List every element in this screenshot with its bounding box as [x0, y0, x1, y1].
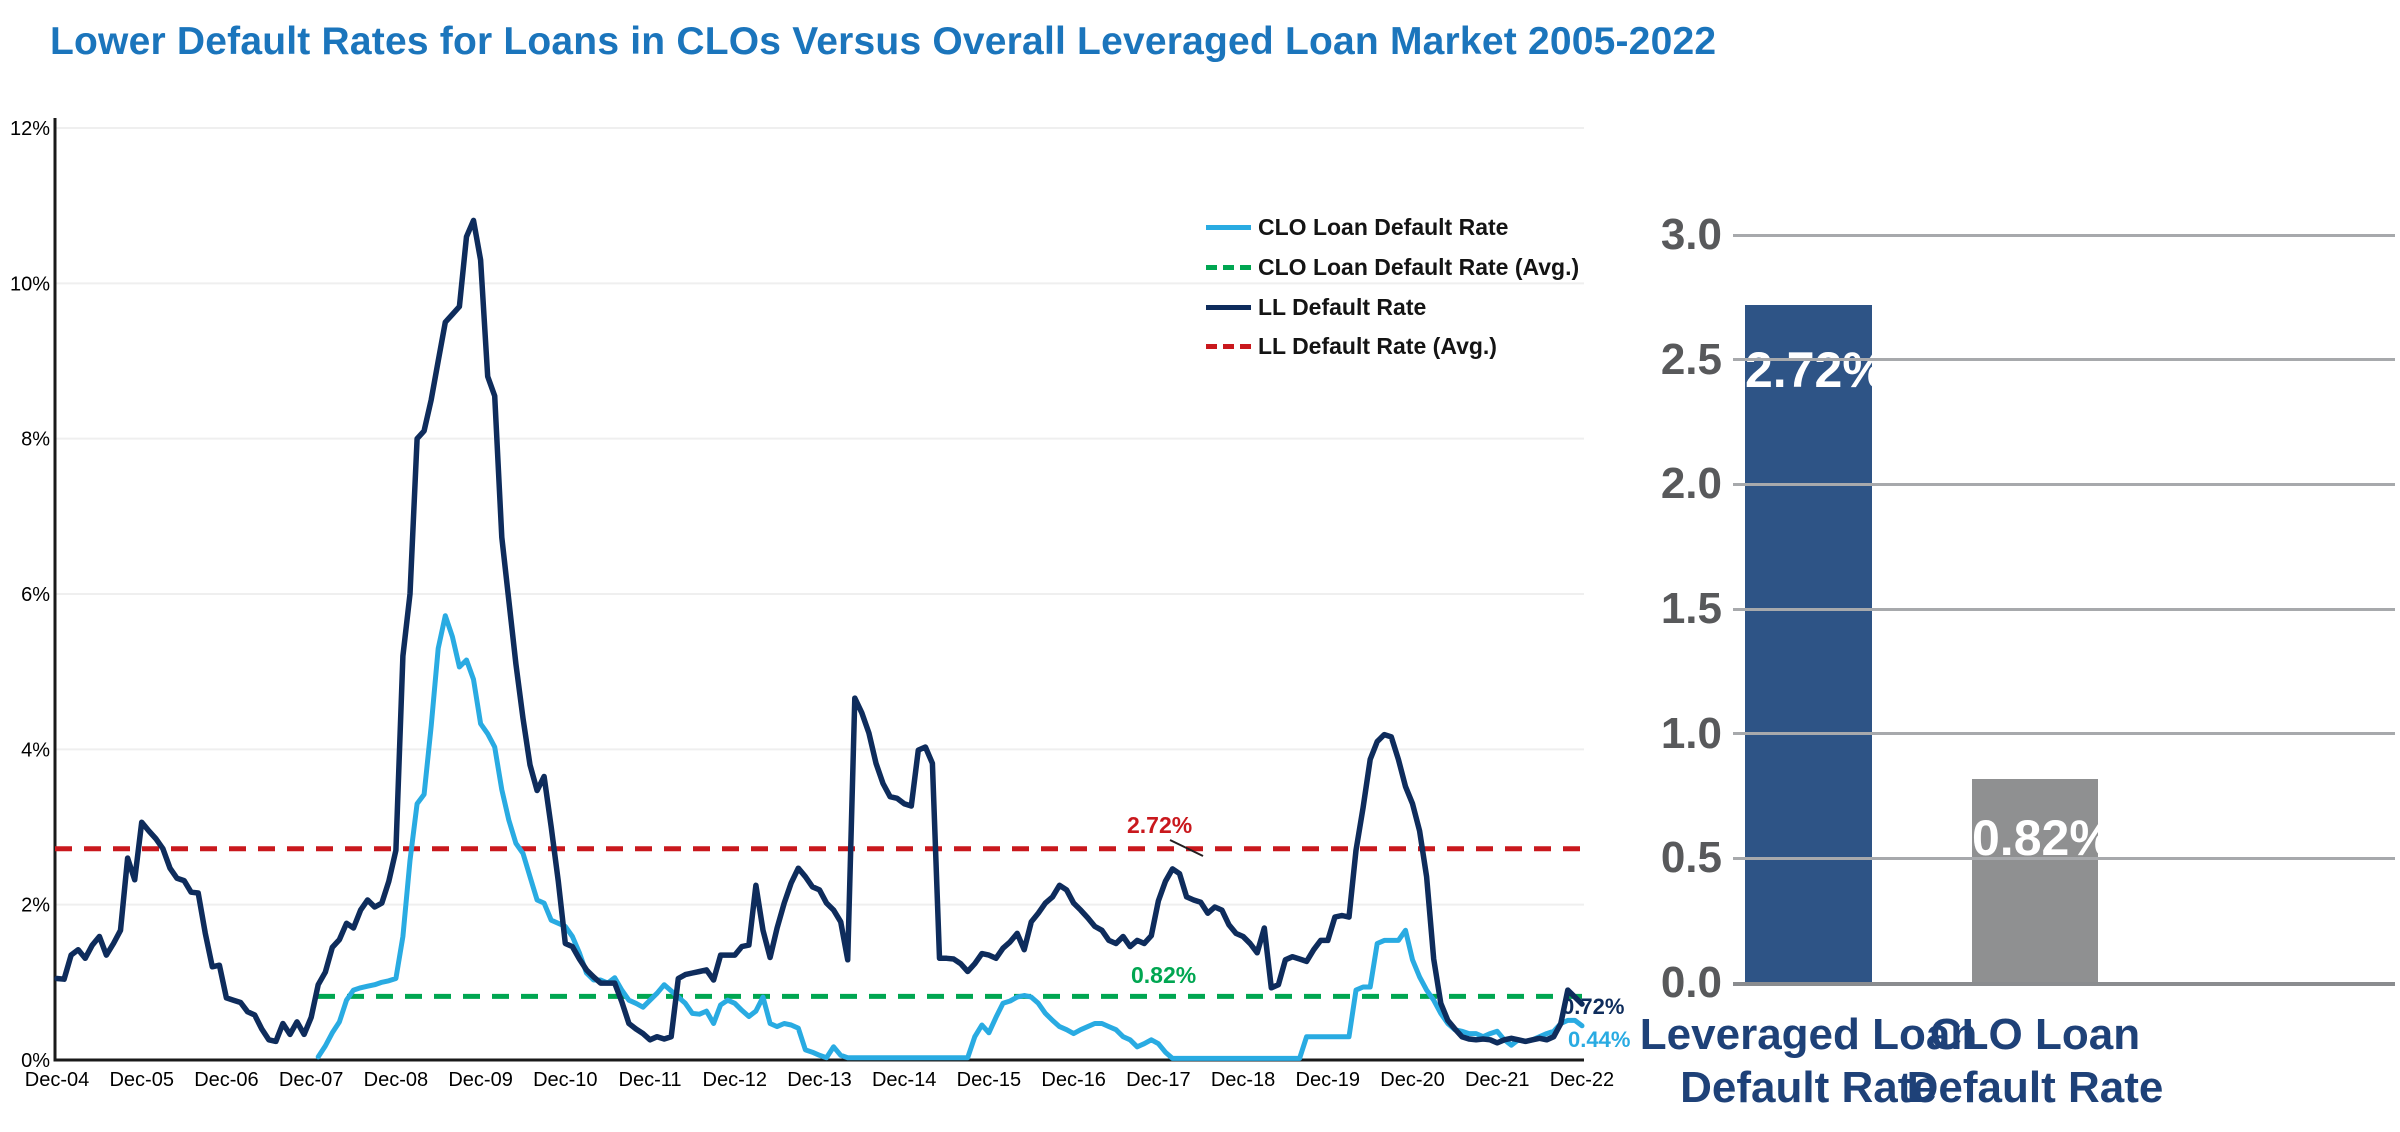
bar-chart: 3.0 2.5 2.0 1.5 1.0 0.5 0.0 2.72% 0.82% Levera… [1620, 100, 2400, 1132]
page-title: Lower Default Rates for Loans in CLOs Ve… [50, 20, 1717, 63]
annotation-0.82%: 0.82% [1131, 962, 1196, 988]
legend-label: LL Default Rate [1258, 293, 1427, 320]
x-tick-label: Dec-04 [25, 1069, 89, 1091]
bar-gridline [1733, 358, 2395, 362]
legend-swatch-clo-avg-dashed [1206, 265, 1251, 271]
x-tick-label: Dec-16 [1041, 1069, 1105, 1091]
bar-category-line: CLO Loan [1929, 1010, 2141, 1059]
x-tick-label: Dec-05 [109, 1069, 173, 1091]
x-tick-label: Dec-09 [448, 1069, 512, 1091]
y-tick-label: 2% [21, 895, 50, 917]
y-tick-label: 4% [21, 739, 50, 761]
legend-label: LL Default Rate (Avg.) [1258, 333, 1497, 360]
bar-category-line: Leveraged Loan [1639, 1010, 1978, 1059]
legend-item-ll-avg: LL Default Rate (Avg.) [1206, 327, 1579, 367]
bar-y-tick-label: 2.0 [1660, 459, 1722, 509]
x-tick-label: Dec-17 [1126, 1069, 1190, 1091]
y-tick-label: 8% [21, 429, 50, 451]
bar-y-tick-label: 0.0 [1660, 958, 1722, 1007]
bar-category-label-clo-loan: CLO Loan Default Rate [1907, 1008, 2164, 1114]
x-tick-label: Dec-13 [787, 1069, 851, 1091]
x-tick-label: Dec-08 [364, 1069, 428, 1091]
bar-y-tick-label: 1.0 [1660, 708, 1722, 758]
x-tick-label: Dec-19 [1296, 1069, 1360, 1091]
legend-swatch-ll-line [1206, 304, 1251, 310]
annotation-2.72%: 2.72% [1127, 812, 1192, 838]
x-tick-label: Dec-11 [619, 1069, 682, 1091]
legend-item-ll-default-rate: LL Default Rate [1206, 287, 1579, 327]
x-tick-label: Dec-10 [533, 1069, 597, 1091]
clo-default-rate-line [315, 613, 1585, 1061]
legend: CLO Loan Default Rate CLO Loan Default R… [1206, 208, 1579, 367]
legend-item-clo-avg: CLO Loan Default Rate (Avg.) [1206, 248, 1579, 288]
x-tick-label: Dec-14 [872, 1069, 936, 1091]
bar-y-tick-label: 3.0 [1660, 210, 1722, 259]
bar-leveraged-loan-default-rate: 2.72% [1745, 304, 1887, 983]
annotation-leader-line [1169, 839, 1204, 857]
x-tick-label: Dec-18 [1211, 1069, 1275, 1091]
bar-gridline [1733, 732, 2395, 736]
x-tick-label: Dec-20 [1380, 1069, 1444, 1091]
bar-y-tick-label: 2.5 [1660, 334, 1722, 384]
line-chart: 0% 2% 4% 6% 8% 10% 12% Dec-04 Dec-05 Dec-06 Dec-07… [10, 118, 1630, 1091]
y-tick-label: 6% [21, 584, 50, 606]
x-tick-label: Dec-22 [1550, 1069, 1614, 1091]
x-tick-label: Dec-06 [194, 1069, 258, 1091]
bar-value-label: 2.72% [1745, 341, 1887, 398]
y-tick-label: 10% [10, 273, 50, 295]
bar-gridline [1733, 233, 2395, 237]
y-tick-label: 0% [21, 1050, 50, 1072]
bar-gridline [1733, 856, 2395, 860]
bar-value-label: 0.82% [1972, 809, 2114, 866]
ll-default-rate-line [54, 217, 1585, 1046]
legend-label: CLO Loan Default Rate (Avg.) [1258, 254, 1580, 281]
bar-category-line: Default Rate [1680, 1063, 1937, 1112]
bar-gridline [1733, 482, 2395, 486]
legend-label: CLO Loan Default Rate [1258, 214, 1509, 241]
annotation-0.72%: 0.72% [1562, 994, 1624, 1019]
legend-item-clo-default-rate: CLO Loan Default Rate [1206, 208, 1579, 248]
y-tick-label: 12% [10, 118, 50, 140]
bar-category-line: Default Rate [1906, 1063, 2164, 1112]
bar-gridline [1733, 607, 2395, 611]
bar-gridline [1733, 981, 2395, 986]
bar-y-tick-label: 0.5 [1660, 833, 1722, 883]
annotation-0.44%: 0.44% [1568, 1027, 1630, 1052]
x-tick-label: Dec-15 [957, 1069, 1021, 1091]
bar-y-tick-label: 1.5 [1660, 584, 1722, 633]
x-tick-label: Dec-21 [1465, 1069, 1529, 1091]
legend-swatch-ll-avg-dashed [1206, 344, 1251, 350]
bar-category-label-leveraged-loan: Leveraged Loan Default Rate [1640, 1008, 1977, 1114]
bar-plot-area: 2.72% 0.82% [1733, 233, 2395, 986]
x-tick-label: Dec-12 [703, 1069, 767, 1091]
legend-swatch-clo-line [1206, 225, 1251, 231]
x-tick-label: Dec-07 [279, 1069, 343, 1091]
bar-clo-loan-default-rate: 0.82% [1972, 778, 2114, 983]
